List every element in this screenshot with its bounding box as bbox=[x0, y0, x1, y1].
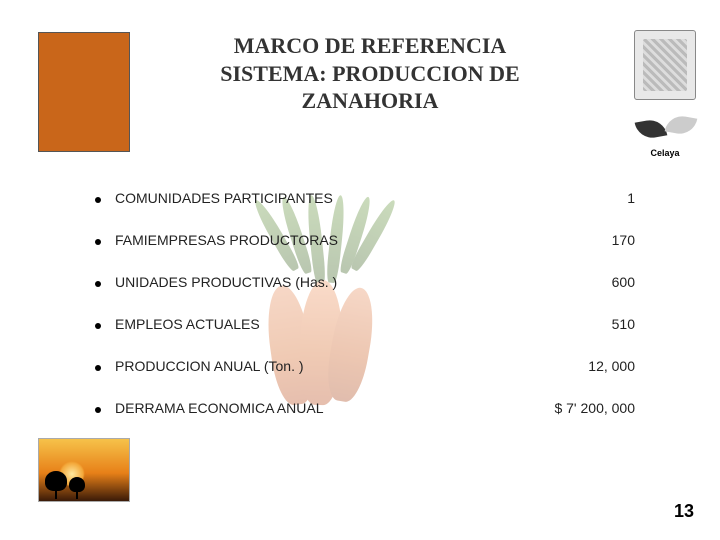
celaya-logo-caption: Celaya bbox=[634, 148, 696, 158]
row-label: EMPLEOS ACTUALES bbox=[115, 316, 260, 332]
row-label: FAMIEMPRESAS PRODUCTORAS bbox=[115, 232, 338, 248]
row-label: COMUNIDADES PARTICIPANTES bbox=[115, 190, 333, 206]
bullet-icon bbox=[95, 407, 101, 413]
row-value: $ 7' 200, 000 bbox=[515, 400, 635, 416]
row-value: 170 bbox=[515, 232, 635, 248]
row-label: UNIDADES PRODUCTIVAS (Has. ) bbox=[115, 274, 337, 290]
sunset-illustration bbox=[38, 438, 130, 502]
page-number: 13 bbox=[674, 501, 694, 522]
bullet-icon bbox=[95, 239, 101, 245]
data-list: COMUNIDADES PARTICIPANTES 1 FAMIEMPRESAS… bbox=[95, 190, 635, 442]
row-value: 1 bbox=[515, 190, 635, 206]
row-value: 600 bbox=[515, 274, 635, 290]
title-line-2: SISTEMA: PRODUCCION DE bbox=[150, 60, 590, 88]
list-item: COMUNIDADES PARTICIPANTES 1 bbox=[95, 190, 635, 206]
bullet-icon bbox=[95, 197, 101, 203]
slide-title: MARCO DE REFERENCIA SISTEMA: PRODUCCION … bbox=[150, 32, 590, 115]
title-line-3: ZANAHORIA bbox=[150, 87, 590, 115]
accent-box bbox=[38, 32, 130, 152]
celaya-logo: Celaya bbox=[634, 110, 696, 158]
list-item: EMPLEOS ACTUALES 510 bbox=[95, 316, 635, 332]
title-line-1: MARCO DE REFERENCIA bbox=[150, 32, 590, 60]
row-label: PRODUCCION ANUAL (Ton. ) bbox=[115, 358, 304, 374]
list-item: PRODUCCION ANUAL (Ton. ) 12, 000 bbox=[95, 358, 635, 374]
leaf-icon bbox=[636, 110, 696, 138]
institution-seal-icon bbox=[634, 30, 696, 100]
bullet-icon bbox=[95, 323, 101, 329]
bullet-icon bbox=[95, 281, 101, 287]
list-item: FAMIEMPRESAS PRODUCTORAS 170 bbox=[95, 232, 635, 248]
row-label: DERRAMA ECONOMICA ANUAL bbox=[115, 400, 324, 416]
list-item: DERRAMA ECONOMICA ANUAL $ 7' 200, 000 bbox=[95, 400, 635, 416]
bullet-icon bbox=[95, 365, 101, 371]
slide: MARCO DE REFERENCIA SISTEMA: PRODUCCION … bbox=[0, 0, 720, 540]
row-value: 510 bbox=[515, 316, 635, 332]
list-item: UNIDADES PRODUCTIVAS (Has. ) 600 bbox=[95, 274, 635, 290]
row-value: 12, 000 bbox=[515, 358, 635, 374]
